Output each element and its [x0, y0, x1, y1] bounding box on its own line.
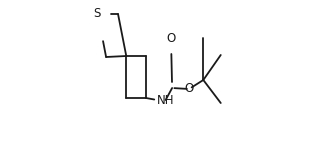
Text: S: S — [94, 7, 101, 20]
Text: NH: NH — [157, 93, 175, 107]
Text: O: O — [185, 83, 194, 95]
Text: O: O — [167, 32, 176, 45]
